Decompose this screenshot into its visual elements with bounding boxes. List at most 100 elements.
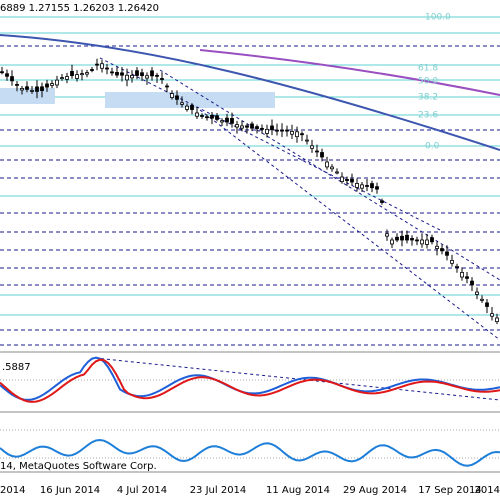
candle-body — [30, 90, 34, 92]
candle-body — [95, 63, 99, 66]
candle-body — [150, 70, 154, 77]
candle-body — [60, 77, 64, 79]
candle-body — [460, 271, 464, 278]
candle-body — [80, 73, 84, 76]
fib-label: 50.0 — [418, 77, 438, 87]
moving-average — [199, 49, 500, 96]
candle-body — [290, 130, 294, 135]
trend-line — [94, 357, 500, 401]
candle-body — [440, 248, 444, 252]
stochastic-signal — [0, 358, 500, 403]
candle-body — [480, 298, 484, 301]
candle-body — [75, 74, 79, 79]
candle-body — [40, 86, 44, 92]
candle-body — [330, 166, 334, 170]
candle-body — [380, 200, 384, 203]
candle-body — [100, 63, 104, 69]
candle-body — [135, 70, 139, 76]
candle-body — [270, 125, 274, 131]
candle-body — [50, 83, 54, 86]
fib-label: 0.0 — [425, 142, 440, 152]
candle-body — [165, 85, 169, 88]
candle-body — [325, 161, 329, 168]
candle-body — [450, 259, 454, 264]
candle-body — [45, 83, 49, 88]
candle-body — [400, 235, 404, 241]
candle-body — [195, 112, 199, 117]
fib-zone — [0, 88, 55, 104]
candle-body — [10, 76, 14, 82]
ohlc-readout: 6889 1.27155 1.26203 1.26420 — [0, 3, 159, 14]
candle-body — [410, 238, 414, 241]
time-label: 2014 — [0, 485, 25, 496]
indicator-line — [0, 438, 500, 467]
candle-body — [255, 126, 259, 129]
candle-body — [25, 86, 29, 90]
candle-body — [190, 104, 194, 110]
candle-body — [110, 71, 114, 74]
candle-body — [340, 176, 344, 182]
candle-body — [485, 302, 489, 307]
candle-body — [220, 120, 224, 123]
candle-body — [445, 251, 449, 256]
candle-body — [275, 129, 279, 132]
candle-body — [225, 117, 229, 123]
candle-body — [280, 129, 284, 132]
moving-average — [0, 34, 500, 151]
candle-body — [320, 152, 324, 158]
candle-body — [115, 72, 119, 76]
candle-body — [90, 69, 94, 71]
candle-body — [305, 139, 309, 142]
candles — [0, 58, 499, 325]
candle-body — [215, 115, 219, 120]
candle-body — [180, 102, 184, 105]
candle-body — [185, 105, 189, 110]
candle-body — [170, 93, 174, 98]
candle-body — [300, 133, 304, 136]
candle-body — [370, 183, 374, 189]
fib-label: 23.6 — [418, 111, 438, 121]
channel-line — [99, 57, 500, 341]
candle-body — [470, 280, 474, 286]
candle-body — [265, 128, 269, 134]
time-label: 17 Sep 2014 — [418, 485, 481, 496]
candle-body — [365, 185, 369, 187]
candle-body — [415, 239, 419, 242]
candle-body — [435, 245, 439, 249]
candle-body — [230, 118, 234, 124]
candle-body — [140, 72, 144, 77]
candle-body — [360, 184, 364, 189]
candle-body — [310, 145, 314, 149]
candle-body — [455, 265, 459, 268]
candle-body — [235, 124, 239, 128]
time-label: 4 Jul 2014 — [117, 485, 167, 496]
candle-body — [420, 239, 424, 245]
stochastic-main — [0, 356, 500, 401]
candle-body — [430, 237, 434, 243]
candle-body — [495, 317, 499, 323]
candle-body — [355, 183, 359, 188]
candle-body — [130, 74, 134, 79]
candle-body — [350, 178, 354, 183]
candle-body — [200, 115, 204, 117]
candle-body — [285, 129, 289, 132]
candle-body — [35, 86, 39, 92]
candle-body — [105, 67, 109, 70]
time-axis: 2014 16 Jun 2014 4 Jul 2014 23 Jul 2014 … — [0, 485, 500, 496]
candle-body — [240, 125, 244, 129]
candle-body — [20, 88, 24, 91]
candle-body — [160, 78, 164, 80]
candle-body — [475, 291, 479, 295]
candle-body — [490, 313, 494, 317]
fib-label: 100.0 — [425, 13, 451, 23]
candle-body — [375, 186, 379, 190]
candle-body — [295, 131, 299, 138]
time-label: 2014 — [475, 485, 500, 496]
fib-zone — [105, 92, 275, 108]
candle-body — [15, 84, 19, 86]
candle-body — [315, 150, 319, 153]
candle-body — [425, 239, 429, 245]
candle-body — [55, 79, 59, 86]
